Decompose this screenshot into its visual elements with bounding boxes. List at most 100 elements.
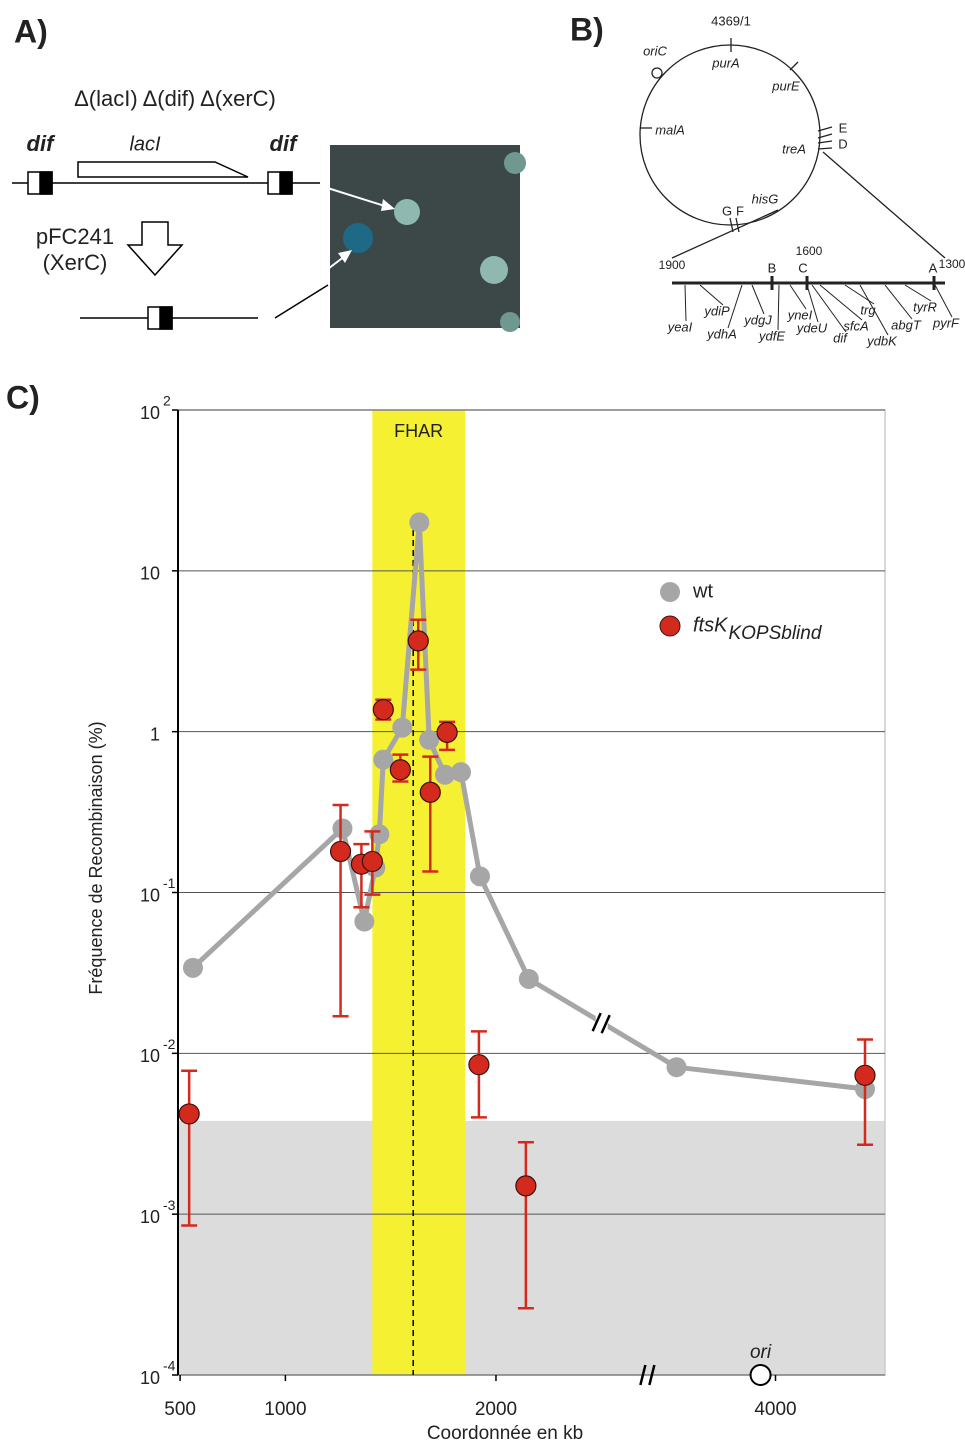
scale-label: 1300 — [939, 257, 965, 271]
recombinase-label: (XerC) — [43, 250, 108, 275]
y-tick-label: 10 — [140, 564, 160, 584]
y-tick-label: 10 — [140, 1207, 160, 1227]
legend-marker — [660, 582, 680, 602]
gene-label: yneI — [787, 307, 813, 322]
data-point — [182, 957, 203, 978]
gene-label: yeaI — [667, 319, 693, 334]
gene-connector — [819, 284, 863, 321]
x-tick-label: 1000 — [264, 1399, 306, 1420]
gene-label: tyrR — [913, 299, 937, 314]
gene-connector — [934, 284, 953, 318]
map-label: 4369/1 — [711, 13, 751, 28]
line-break — [591, 1012, 602, 1032]
data-point — [436, 721, 458, 743]
data-point — [372, 699, 394, 721]
data-point — [369, 824, 390, 845]
gene-label: dif — [833, 330, 848, 345]
data-point — [409, 512, 430, 533]
legend-subscript: KOPSblind — [728, 623, 822, 644]
gene-connector — [884, 284, 913, 320]
data-point — [469, 866, 490, 887]
axis-break — [639, 1364, 647, 1386]
series-line — [191, 519, 866, 1092]
gene-label: ydfE — [758, 328, 785, 343]
legend-label: wt — [692, 580, 713, 602]
data-point — [407, 630, 429, 652]
y-tick-exponent: 2 — [163, 393, 171, 409]
data-point — [389, 759, 411, 781]
map-label: D — [838, 136, 847, 151]
data-point — [178, 1103, 200, 1125]
panel-label: C) — [6, 379, 40, 415]
gene-connector — [859, 284, 889, 336]
data-point — [468, 1054, 490, 1076]
data-point — [419, 781, 441, 803]
gene-connector — [727, 284, 743, 329]
chromosome-map — [639, 38, 946, 290]
map-label: treA — [782, 141, 806, 156]
data-point — [515, 1175, 537, 1197]
gene-label: ydiP — [703, 303, 730, 318]
data-point — [435, 764, 456, 785]
map-label: purE — [771, 78, 800, 93]
site-label: dif — [270, 131, 300, 156]
data-point — [392, 717, 413, 738]
gene-connector — [904, 284, 932, 302]
y-tick-label: 10 — [140, 403, 160, 423]
gene-label: ydeU — [796, 320, 828, 335]
gene-label: lacI — [129, 133, 161, 155]
y-tick-exponent: -3 — [163, 1197, 176, 1213]
data-point — [518, 968, 539, 989]
highlight-label: FHAR — [394, 421, 443, 441]
x-axis-label: Coordonnée en kb — [427, 1423, 583, 1444]
x-tick-label: 500 — [164, 1399, 196, 1420]
gene-label: sfcA — [843, 318, 868, 333]
gene-connector — [684, 284, 687, 322]
gene-connector — [751, 284, 765, 315]
site-label: dif — [27, 131, 57, 156]
site-label: B — [768, 260, 777, 275]
y-tick-exponent: -4 — [163, 1358, 176, 1374]
data-point — [666, 1057, 687, 1078]
data-point — [854, 1064, 876, 1086]
gene-connector — [777, 284, 780, 331]
detection-band — [178, 1120, 885, 1375]
gene-label: ydbK — [866, 333, 898, 348]
scale-label: 1600 — [796, 244, 823, 258]
legend-label: ftsK — [693, 614, 729, 636]
y-tick-exponent: -1 — [163, 875, 176, 891]
y-tick-label: 10 — [140, 1368, 160, 1388]
gene-label: ydhA — [706, 326, 737, 341]
plasmid-label: pFC241 — [36, 224, 114, 249]
map-label: E — [839, 120, 848, 135]
gene-label: ydgJ — [743, 312, 772, 327]
data-point — [354, 911, 375, 932]
line-break — [600, 1014, 611, 1034]
panel-label: B) — [570, 11, 604, 47]
data-point — [332, 818, 353, 839]
gene-connector — [806, 284, 819, 323]
ori-marker — [749, 1364, 772, 1386]
y-tick-label: 10 — [140, 1046, 160, 1066]
gene-label: pyrF — [932, 315, 960, 330]
gene-connector — [811, 284, 847, 333]
data-point — [419, 729, 440, 750]
legend-marker — [659, 615, 681, 637]
gene-label: abgT — [891, 317, 922, 332]
panel-label: A) — [14, 13, 48, 49]
plate-image — [317, 145, 526, 332]
map-label: malA — [655, 122, 685, 137]
map-label: hisG — [752, 191, 779, 206]
map-label: purA — [711, 55, 739, 70]
gene-connector — [789, 284, 807, 310]
map-label: F — [736, 203, 744, 218]
map-label: G — [722, 203, 732, 218]
axis-break — [648, 1364, 656, 1386]
genotype: Δ(lacI) Δ(dif) Δ(xerC) — [74, 86, 276, 111]
y-tick-label: 1 — [150, 724, 160, 744]
construct — [12, 161, 329, 330]
data-point — [329, 840, 352, 863]
